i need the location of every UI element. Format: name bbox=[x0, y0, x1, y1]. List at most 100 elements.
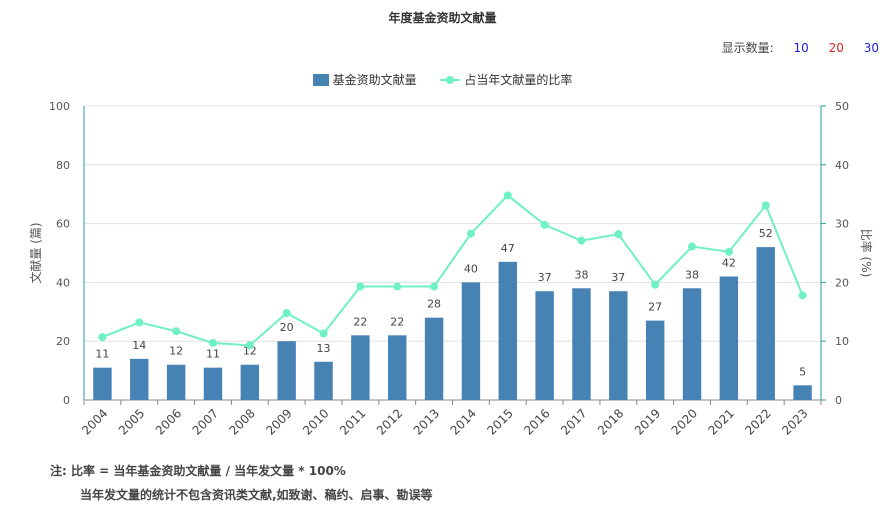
bar-value-label: 42 bbox=[722, 257, 736, 270]
bar bbox=[203, 367, 223, 400]
bar bbox=[240, 364, 260, 400]
bar-value-label: 27 bbox=[648, 301, 662, 314]
legend-item-line[interactable]: 占当年文献量的比率 bbox=[440, 71, 572, 88]
bar-value-label: 22 bbox=[390, 315, 404, 328]
ratio-point bbox=[356, 282, 365, 291]
ratio-point bbox=[688, 242, 697, 251]
x-tick-label: 2006 bbox=[153, 406, 184, 437]
x-tick-label: 2022 bbox=[742, 406, 773, 437]
ratio-point bbox=[172, 327, 181, 336]
bar bbox=[351, 335, 370, 400]
bar bbox=[130, 358, 149, 400]
note-ratio-formula: 注: 比率 = 当年基金资助文献量 / 当年发文量 * 100% bbox=[50, 464, 346, 478]
x-tick-label: 2005 bbox=[116, 406, 147, 437]
x-tick-label: 2021 bbox=[705, 406, 736, 437]
display-count-option-30[interactable]: 30 bbox=[863, 41, 879, 55]
bar bbox=[682, 288, 702, 400]
y-tick-label-right: 50 bbox=[835, 100, 849, 113]
display-count-option-20[interactable]: 20 bbox=[828, 41, 844, 55]
y-tick-label-right: 40 bbox=[835, 159, 849, 172]
ratio-point bbox=[208, 338, 217, 347]
ratio-point bbox=[798, 291, 807, 300]
bar-value-label: 37 bbox=[611, 271, 625, 284]
bar-value-label: 47 bbox=[501, 242, 515, 255]
chart-title: 年度基金资助文献量 bbox=[388, 11, 497, 25]
x-tick-label: 2018 bbox=[595, 406, 626, 437]
bar bbox=[645, 320, 665, 400]
y-tick-label-right: 0 bbox=[835, 394, 842, 407]
legend-bar-label: 基金资助文献量 bbox=[332, 73, 417, 87]
x-tick-label: 2009 bbox=[263, 406, 294, 437]
bar bbox=[314, 361, 333, 400]
x-tick-label: 2016 bbox=[521, 406, 552, 437]
bar-value-label: 52 bbox=[759, 227, 773, 240]
x-tick-label: 2004 bbox=[79, 406, 110, 437]
bar-value-label: 12 bbox=[169, 345, 183, 358]
ratio-point bbox=[393, 282, 402, 291]
ratio-point bbox=[540, 220, 549, 229]
legend-line-label: 占当年文献量的比率 bbox=[464, 73, 573, 87]
display-count-selector: 显示数量: 10 20 30 bbox=[722, 39, 879, 56]
bar bbox=[424, 317, 444, 400]
ratio-point bbox=[430, 282, 439, 291]
x-tick-label: 2015 bbox=[484, 406, 515, 437]
x-tick-label: 2010 bbox=[300, 406, 331, 437]
bar bbox=[498, 261, 517, 400]
legend-line-swatch bbox=[440, 74, 461, 86]
display-count-option-10[interactable]: 10 bbox=[793, 41, 809, 55]
bar-value-label: 5 bbox=[799, 365, 806, 378]
y-tick-label-right: 20 bbox=[835, 276, 849, 289]
ratio-point bbox=[319, 329, 328, 338]
y-tick-label-left: 40 bbox=[56, 276, 70, 289]
x-tick-label: 2007 bbox=[190, 406, 221, 437]
bar bbox=[461, 282, 481, 400]
ratio-point bbox=[98, 333, 107, 342]
bar-value-label: 13 bbox=[317, 342, 331, 355]
ratio-point bbox=[724, 247, 733, 256]
ratio-point bbox=[245, 341, 254, 350]
y-tick-label-left: 100 bbox=[49, 100, 70, 113]
bar bbox=[277, 341, 296, 400]
x-tick-label: 2017 bbox=[558, 406, 589, 437]
bar bbox=[572, 288, 591, 400]
ratio-line bbox=[102, 194, 804, 347]
bar-value-label: 12 bbox=[243, 345, 257, 358]
x-tick-label: 2023 bbox=[779, 406, 810, 437]
y-axis-title-left: 文献量 (篇) bbox=[28, 222, 43, 283]
x-tick-label: 2020 bbox=[669, 406, 700, 437]
x-tick-label: 2014 bbox=[448, 406, 479, 437]
ratio-point bbox=[282, 308, 291, 317]
x-tick-label: 2013 bbox=[411, 406, 442, 437]
ratio-point bbox=[577, 236, 586, 245]
x-tick-label: 2011 bbox=[337, 406, 368, 437]
bar-value-label: 14 bbox=[132, 339, 146, 352]
ratio-point bbox=[466, 229, 475, 238]
bar bbox=[609, 291, 628, 400]
y-tick-label-left: 60 bbox=[56, 218, 70, 231]
y-tick-label-left: 80 bbox=[56, 159, 70, 172]
x-tick-label: 2019 bbox=[632, 406, 663, 437]
legend-item-bar[interactable]: 基金资助文献量 bbox=[312, 71, 417, 88]
bar bbox=[535, 291, 554, 400]
ratio-point bbox=[614, 230, 623, 239]
bar bbox=[388, 335, 407, 400]
bar bbox=[166, 364, 186, 400]
bar-value-label: 40 bbox=[464, 262, 478, 275]
ratio-point bbox=[761, 201, 770, 210]
bar bbox=[756, 247, 775, 400]
chart-legend: 基金资助文献量 占当年文献量的比率 bbox=[0, 71, 885, 88]
x-tick-label: 2008 bbox=[226, 406, 257, 437]
note-exclusion: 当年发文量的统计不包含资讯类文献,如致谢、稿约、启事、勘误等 bbox=[80, 488, 433, 502]
display-count-label: 显示数量: bbox=[721, 41, 774, 55]
legend-bar-swatch bbox=[312, 74, 329, 86]
y-axis-title-right: 比率 (%) bbox=[859, 229, 874, 278]
bar bbox=[793, 385, 812, 400]
bar-value-label: 28 bbox=[427, 298, 441, 311]
y-tick-label-right: 30 bbox=[835, 218, 849, 231]
y-tick-label-right: 10 bbox=[835, 335, 849, 348]
y-tick-label-left: 20 bbox=[56, 335, 70, 348]
bar-value-label: 38 bbox=[685, 268, 699, 281]
x-tick-label: 2012 bbox=[374, 406, 405, 437]
bar bbox=[719, 276, 739, 400]
